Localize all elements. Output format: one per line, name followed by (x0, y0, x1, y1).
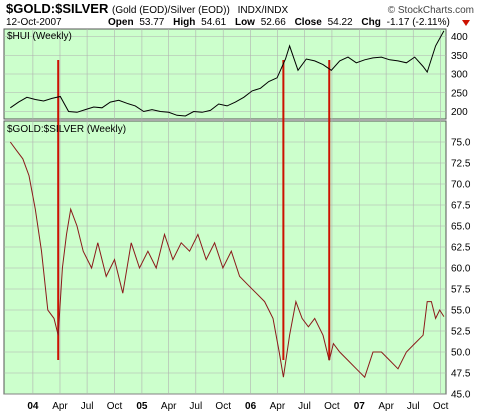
y-tick-label: 300 (451, 70, 468, 81)
ratio-panel-background (3, 120, 447, 395)
y-tick-label: 57.5 (451, 285, 471, 296)
chg-down-arrow-icon (462, 20, 470, 26)
close-value: 54.22 (328, 17, 353, 28)
y-tick-label: 47.5 (451, 369, 471, 380)
x-tick-label: Jul (189, 401, 202, 412)
open-value: 53.77 (139, 17, 164, 28)
copyright-text: © StockCharts.com (388, 5, 474, 16)
gold-silver-ratio-line (9, 141, 445, 379)
y-axis-layer: 400 350 300 250 200 75.0 72.5 70.0 67.5 65.0 62.5 6… (451, 32, 471, 401)
x-tick-label: Apr (161, 401, 177, 412)
y-tick-label: 55.0 (451, 306, 471, 317)
chg-value: -1.17 (-2.11%) (387, 17, 450, 28)
chart-description: (Gold (EOD)/Silver (EOD)) INDX/INDX (112, 5, 288, 16)
x-tick-label: Jul (407, 401, 420, 412)
y-tick-label: 65.0 (451, 222, 471, 233)
y-tick-label: 200 (451, 107, 468, 118)
x-tick-label: 07 (354, 401, 366, 412)
hui-series-line (10, 30, 445, 117)
x-tick-label: Oct (107, 401, 123, 412)
x-tick-label: Apr (378, 401, 394, 412)
x-tick-label: Apr (52, 401, 68, 412)
y-tick-label: 52.5 (451, 327, 471, 338)
open-label: Open (108, 17, 134, 28)
y-tick-label: 350 (451, 51, 468, 62)
ohlc-line: Open 53.77 High 54.61 Low 52.66 Close 54… (108, 17, 450, 28)
x-tick-label: Oct (324, 401, 340, 412)
high-label: High (173, 17, 195, 28)
x-tick-label: Oct (215, 401, 231, 412)
y-tick-label: 60.0 (451, 264, 471, 275)
y-tick-label: 62.5 (451, 243, 471, 254)
x-tick-label: Jul (81, 401, 94, 412)
series-layer (9, 30, 445, 379)
x-tick-label: Apr (270, 401, 286, 412)
y-tick-label: 70.0 (451, 180, 471, 191)
x-tick-label: 04 (27, 401, 39, 412)
x-tick-label: Jul (298, 401, 311, 412)
ratio-panel-title: $GOLD:$SILVER (Weekly) (7, 124, 126, 135)
chart-date: 12-Oct-2007 (6, 17, 62, 28)
high-value: 54.61 (201, 17, 226, 28)
y-tick-label: 67.5 (451, 201, 471, 212)
x-tick-label: 05 (136, 401, 148, 412)
hui-panel-title: $HUI (Weekly) (7, 31, 72, 42)
low-label: Low (235, 17, 255, 28)
grid-layer (4, 29, 446, 395)
low-value: 52.66 (261, 17, 286, 28)
y-tick-label: 72.5 (451, 159, 471, 170)
close-label: Close (295, 17, 323, 28)
y-tick-label: 75.0 (451, 138, 471, 149)
marker-layer (57, 60, 331, 360)
y-tick-label: 50.0 (451, 348, 471, 359)
chart-symbol: $GOLD:$SILVER (6, 1, 109, 16)
x-tick-label: 06 (245, 401, 257, 412)
y-tick-label: 250 (451, 88, 468, 99)
x-axis-layer: 04 Apr Jul Oct 05 Apr Jul Oct 06 Apr Jul Oct 07 Apr Ju… (27, 401, 448, 412)
chg-label: Chg (361, 17, 380, 28)
chart-exchange: INDX/INDX (238, 5, 289, 16)
y-tick-label: 45.0 (451, 390, 471, 401)
x-tick-label: Oct (433, 401, 449, 412)
y-tick-label: 400 (451, 32, 468, 43)
chart-description-text: (Gold (EOD)/Silver (EOD)) (112, 5, 230, 16)
